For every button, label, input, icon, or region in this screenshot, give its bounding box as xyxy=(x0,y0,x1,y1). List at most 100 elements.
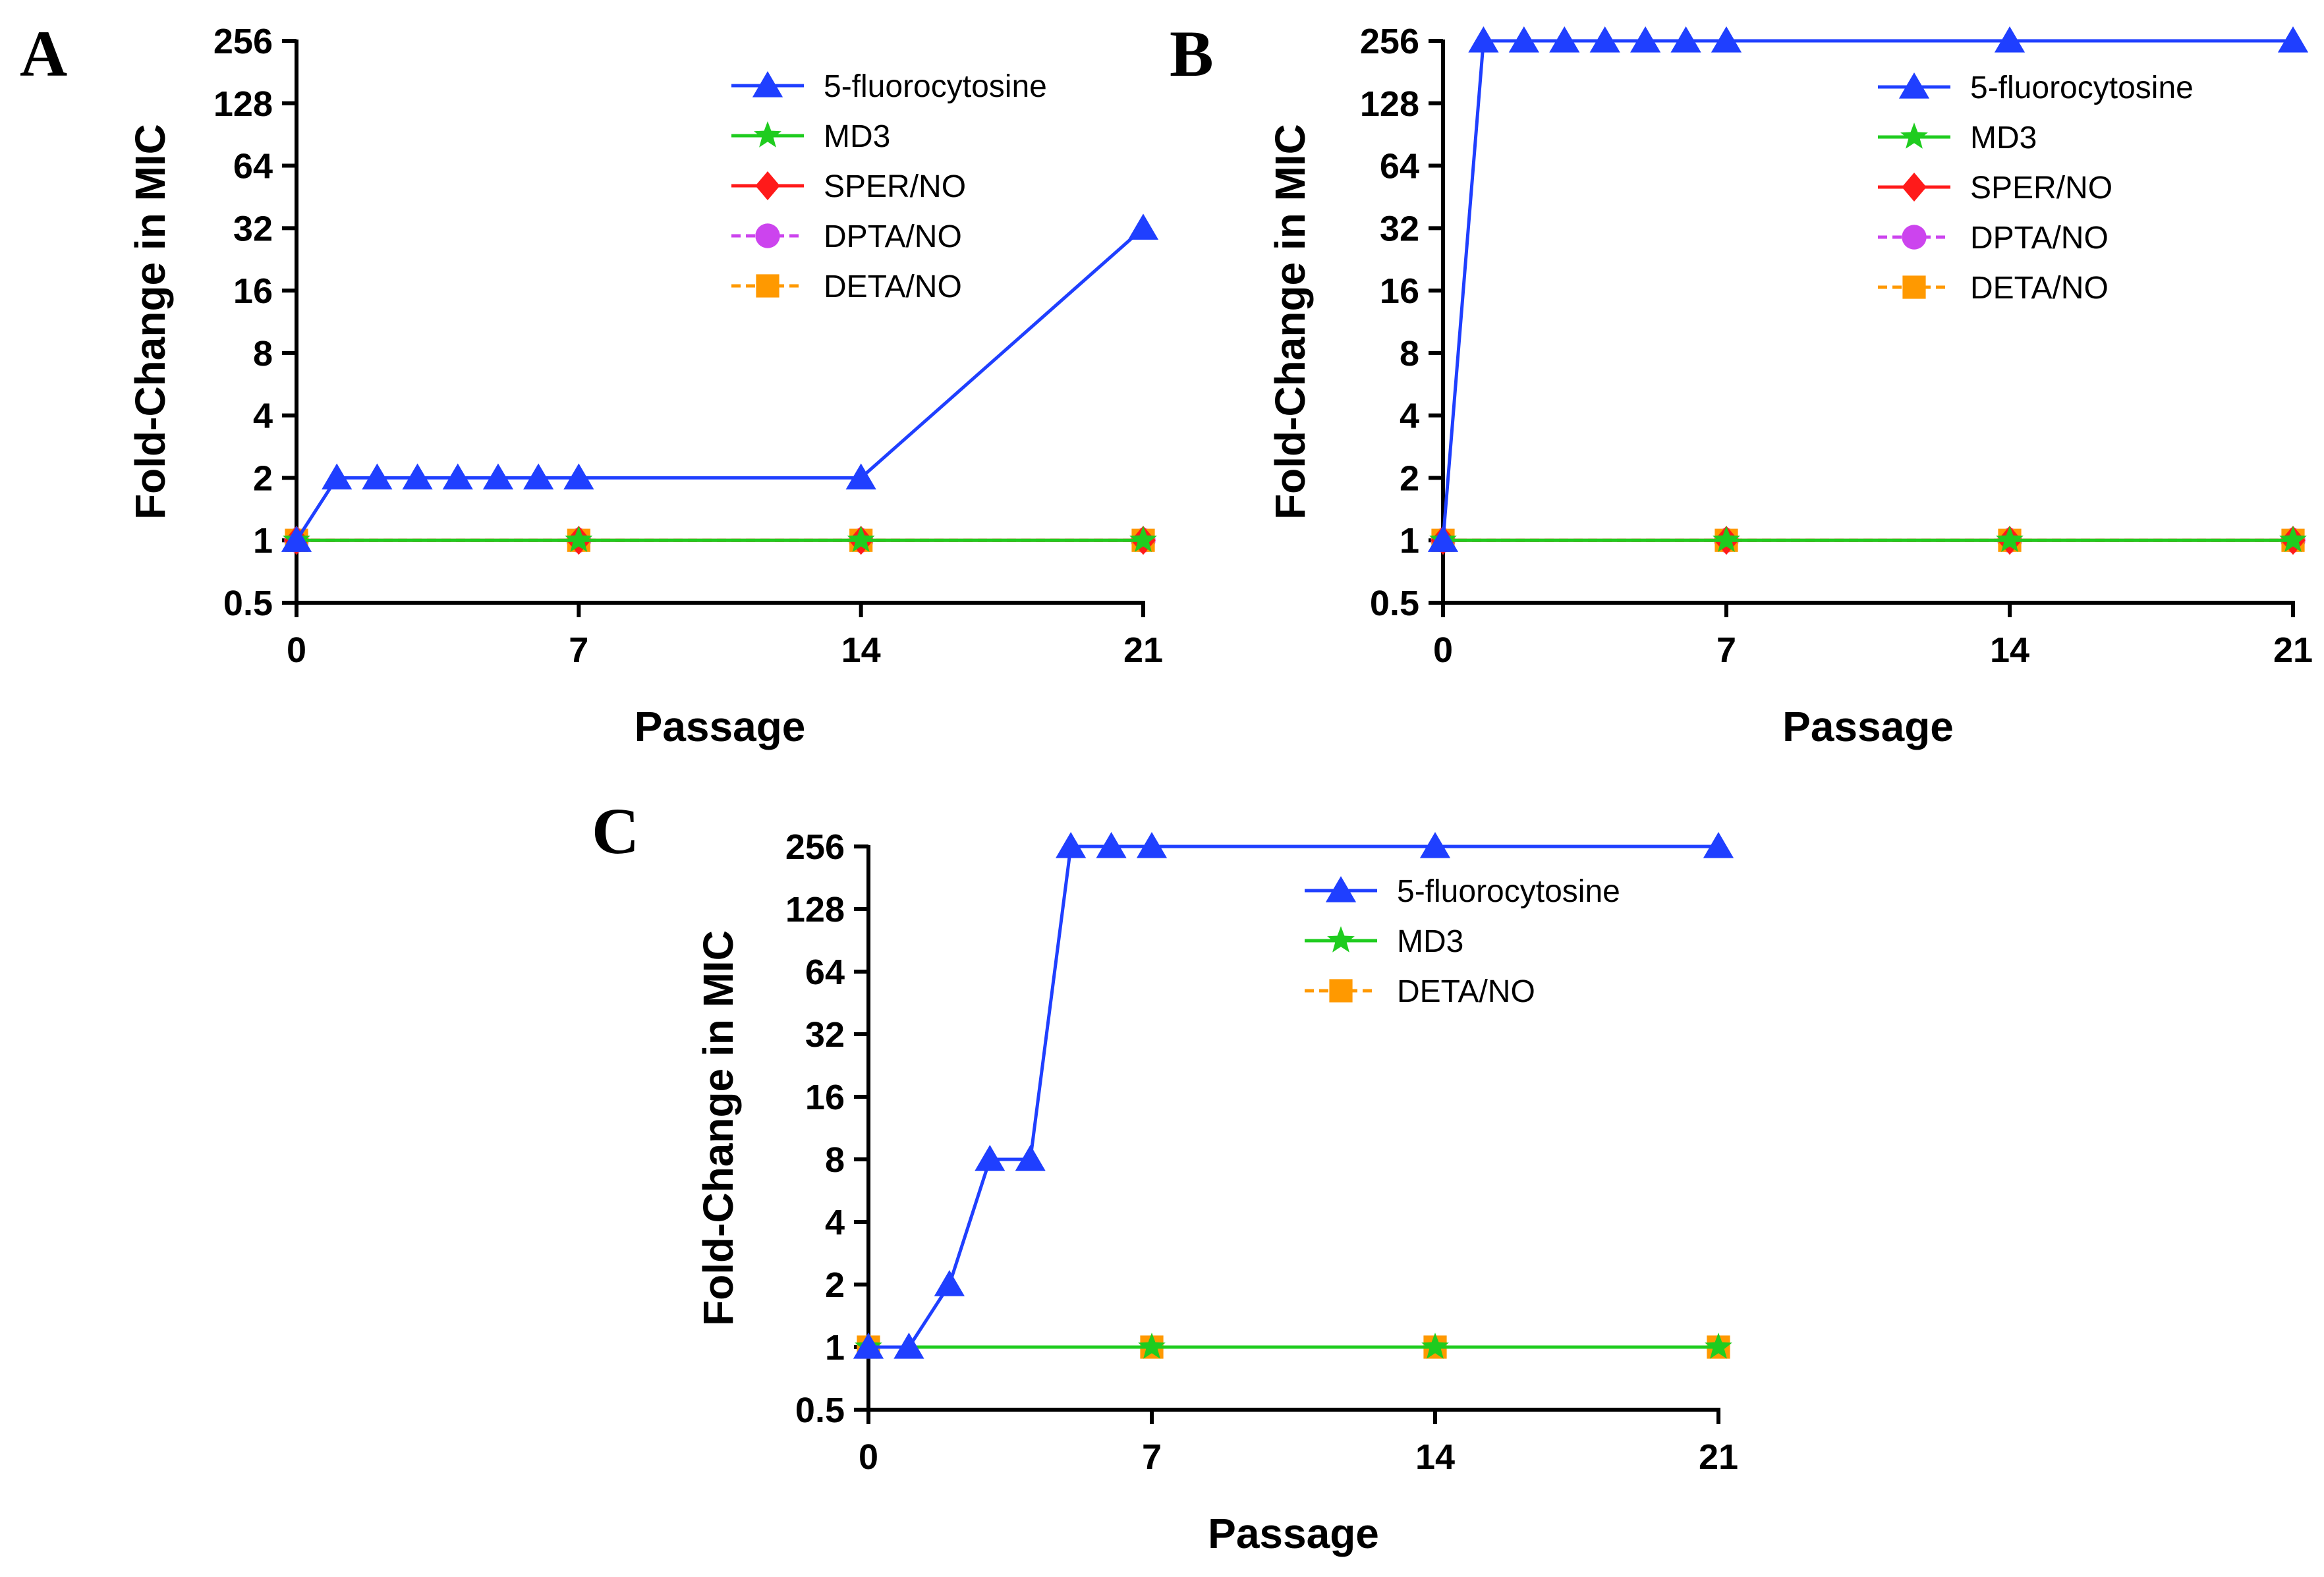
x-axis-title: Passage xyxy=(1782,703,1954,750)
data-point xyxy=(482,463,514,490)
y-tick-label: 256 xyxy=(785,827,845,867)
legend-marker xyxy=(1902,225,1927,250)
y-tick-label: 8 xyxy=(253,334,273,374)
y-tick-label: 4 xyxy=(253,397,273,436)
y-tick-label: 8 xyxy=(1400,334,1419,374)
data-point xyxy=(934,1270,965,1296)
data-point xyxy=(1127,213,1159,240)
data-point xyxy=(1096,832,1127,858)
y-tick-label: 32 xyxy=(233,209,273,248)
chart-panel-c: C 0.5 1 2 4 8 16 32 64 128 256 0 7 14 21 Passage Fold-Ch… xyxy=(592,794,1738,1557)
legend-label: 5-fluorocytosine xyxy=(1397,874,1620,909)
legend-label: DETA/NO xyxy=(824,269,962,304)
data-point xyxy=(402,463,433,490)
legend-marker xyxy=(755,171,780,200)
legend-marker xyxy=(752,71,783,97)
legend: 5-fluorocytosine MD3 SPER/NO DPTA/NO DETA/NO xyxy=(1878,70,2194,306)
legend-marker xyxy=(1898,72,1930,99)
data-point xyxy=(322,463,353,490)
legend-label: DETA/NO xyxy=(1970,271,2109,306)
data-point xyxy=(1711,26,1742,53)
data-point xyxy=(1015,1145,1046,1171)
legend-marker xyxy=(1902,173,1927,202)
y-tick-label: 4 xyxy=(825,1203,845,1242)
series-fluoro xyxy=(281,213,1159,552)
data-point xyxy=(281,526,312,552)
legend-marker xyxy=(1900,123,1928,149)
series-md3 xyxy=(855,1333,1732,1359)
series-line xyxy=(295,227,1145,541)
data-point xyxy=(1713,526,1740,552)
legend-marker xyxy=(1325,876,1357,902)
legend-label: MD3 xyxy=(824,119,890,154)
data-point xyxy=(1056,832,1087,858)
y-tick-label: 2 xyxy=(253,458,273,498)
y-tick-label: 1 xyxy=(1400,521,1419,561)
x-tick-label: 14 xyxy=(1990,630,2029,670)
data-point xyxy=(1630,26,1661,53)
legend-label: SPER/NO xyxy=(1970,171,2112,206)
legend-label: MD3 xyxy=(1397,924,1463,959)
x-tick-label: 21 xyxy=(2273,630,2313,670)
data-point xyxy=(563,463,594,490)
y-tick-label: 1 xyxy=(825,1328,845,1368)
data-point xyxy=(1549,26,1580,53)
y-tick-label: 128 xyxy=(1360,84,1419,124)
data-point xyxy=(853,1333,884,1359)
x-tick-label: 0 xyxy=(859,1437,878,1477)
y-tick-label: 2 xyxy=(1400,458,1419,498)
y-tick-label: 64 xyxy=(233,147,273,186)
panel-letter: C xyxy=(592,794,639,868)
y-tick-label: 64 xyxy=(1380,147,1419,186)
data-point xyxy=(1419,832,1451,858)
data-point xyxy=(1703,832,1734,858)
data-point xyxy=(1421,1333,1449,1359)
data-point xyxy=(362,463,393,490)
legend-label: 5-fluorocytosine xyxy=(824,69,1047,104)
y-tick-label: 0.5 xyxy=(795,1391,845,1430)
y-tick-label: 128 xyxy=(213,84,273,124)
data-point xyxy=(1138,1333,1166,1359)
series-fluoro xyxy=(1427,26,2309,552)
series-fluoro xyxy=(853,832,1734,1359)
data-point xyxy=(1994,26,2026,53)
data-point xyxy=(1589,26,1620,53)
y-tick-label: 1 xyxy=(253,521,273,561)
legend-marker xyxy=(1902,275,1926,299)
x-tick-label: 14 xyxy=(841,630,881,670)
y-axis-title: Fold-Change in MIC xyxy=(694,930,742,1326)
data-point xyxy=(1670,26,1701,53)
series-line xyxy=(1441,39,2293,541)
y-tick-label: 256 xyxy=(213,22,273,61)
x-tick-label: 7 xyxy=(1716,630,1736,670)
x-tick-label: 21 xyxy=(1123,630,1163,670)
data-point xyxy=(1136,832,1168,858)
y-axis-title: Fold-Change in MIC xyxy=(1266,124,1314,520)
legend-marker xyxy=(1329,979,1353,1003)
data-point xyxy=(1705,1333,1732,1359)
x-tick-label: 21 xyxy=(1699,1437,1738,1477)
y-tick-label: 2 xyxy=(825,1265,845,1305)
data-point xyxy=(1508,26,1539,53)
data-point xyxy=(893,1333,924,1359)
x-axis-title: Passage xyxy=(635,703,806,750)
legend-label: 5-fluorocytosine xyxy=(1970,70,2194,105)
panel-letter: A xyxy=(20,17,67,90)
x-tick-label: 0 xyxy=(287,630,306,670)
legend-marker xyxy=(756,274,779,298)
legend-marker xyxy=(754,121,781,148)
data-point xyxy=(847,526,875,552)
x-axis-title: Passage xyxy=(1208,1510,1379,1557)
x-tick-label: 0 xyxy=(1433,630,1453,670)
data-point xyxy=(565,526,593,552)
series-line xyxy=(868,844,1718,1349)
legend-label: DETA/NO xyxy=(1397,974,1535,1009)
y-tick-label: 8 xyxy=(825,1140,845,1180)
legend-marker xyxy=(1327,926,1355,953)
panel-letter: B xyxy=(1170,17,1214,90)
y-tick-label: 256 xyxy=(1360,22,1419,61)
data-point xyxy=(2279,526,2307,552)
x-tick-label: 14 xyxy=(1415,1437,1455,1477)
data-point xyxy=(1996,526,2024,552)
